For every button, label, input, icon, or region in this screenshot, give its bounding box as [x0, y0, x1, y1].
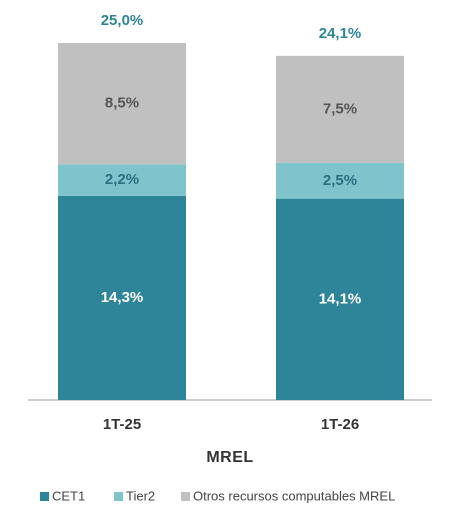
bar-segment	[276, 198, 404, 400]
bar-segment	[58, 164, 186, 196]
legend-swatch	[114, 492, 123, 501]
legend-label: CET1	[52, 488, 85, 503]
legend-label: Otros recursos computables MREL	[193, 488, 395, 503]
legend-swatch	[181, 492, 190, 501]
value-label: 14,1%	[319, 290, 362, 307]
bar-segment	[276, 55, 404, 163]
bar-segment	[276, 162, 404, 199]
x-axis-title: MREL	[206, 449, 253, 466]
legend-swatch	[40, 492, 49, 501]
value-label: 2,2%	[105, 171, 139, 188]
value-label: 14,3%	[101, 289, 144, 306]
legend-label: Tier2	[126, 488, 155, 503]
x-tick-label: 1T-25	[103, 416, 141, 433]
value-label: 7,5%	[323, 100, 357, 117]
total-label: 25,0%	[101, 12, 144, 29]
value-label: 2,5%	[323, 172, 357, 189]
bar-segment	[58, 43, 186, 165]
bar-segment	[58, 195, 186, 400]
x-tick-label: 1T-26	[321, 416, 359, 433]
total-label: 24,1%	[319, 25, 362, 42]
value-label: 8,5%	[105, 95, 139, 112]
